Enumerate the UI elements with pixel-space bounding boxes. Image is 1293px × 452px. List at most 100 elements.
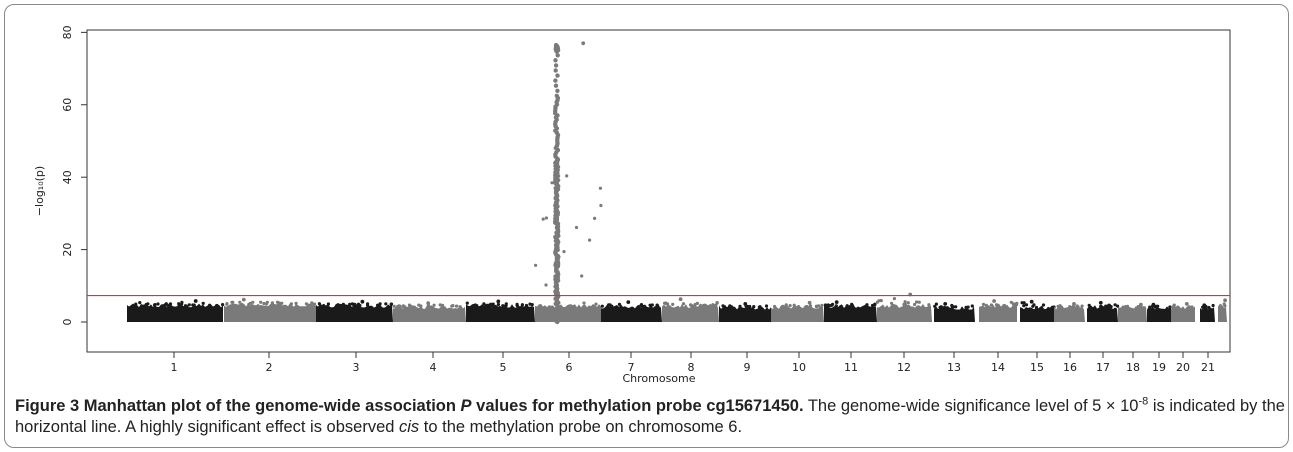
- x-tick-label: 13: [947, 361, 961, 374]
- snp-point: [1207, 305, 1211, 310]
- snp-point: [1014, 302, 1018, 306]
- chromosome-11-band: [824, 304, 877, 322]
- snp-point: [964, 305, 968, 309]
- snp-point: [1087, 303, 1091, 307]
- snp-point: [820, 303, 824, 307]
- y-axis-label: −log₁₀(p): [33, 166, 46, 216]
- x-tick-label: 16: [1063, 361, 1077, 374]
- snp-point: [727, 305, 732, 309]
- snp-point: [788, 304, 792, 308]
- caption-text-1: The genome-wide significance level of 5 …: [803, 397, 1139, 415]
- snp-point: [1058, 304, 1062, 308]
- snp-point: [981, 302, 986, 306]
- snp-point: [432, 303, 436, 307]
- snp-point: [873, 302, 877, 306]
- chromosome-7-band: [601, 304, 662, 322]
- snp-point: [238, 300, 242, 304]
- snp-point: [441, 303, 445, 307]
- y-tick-label: 80: [61, 25, 74, 39]
- snp-point: [1223, 304, 1227, 308]
- chromosome-14-band: [979, 303, 1017, 322]
- snp-point: [262, 301, 266, 306]
- snp-point: [827, 303, 831, 308]
- snp-point: [781, 304, 785, 308]
- chromosome-3-band: [316, 303, 393, 322]
- snp-point: [805, 305, 809, 309]
- peak-point: [553, 78, 558, 83]
- snp-point: [693, 302, 697, 307]
- caption-text-3: to the methylation probe on chromosome 6…: [419, 418, 743, 436]
- peak-point: [555, 88, 560, 94]
- snp-point: [153, 303, 157, 307]
- peak-point: [555, 73, 560, 78]
- snp-point: [1107, 303, 1111, 307]
- snp-point: [757, 305, 762, 309]
- snp-point: [482, 302, 486, 306]
- snp-point: [565, 174, 569, 178]
- x-axis-label: Chromosome: [622, 372, 695, 385]
- snp-point: [1098, 300, 1103, 305]
- snp-point: [201, 301, 205, 305]
- snp-point: [438, 303, 442, 307]
- x-axis: 1 2 3 4 5 6 7 8 9 10 11 12 13 14 15 16 17 18 19 20 21: [171, 352, 1215, 374]
- snp-point: [193, 299, 198, 303]
- chromosome-8-band: [662, 303, 719, 322]
- chromosome-15-band: [1020, 305, 1054, 322]
- snp-point: [230, 300, 234, 304]
- snp-point: [392, 304, 396, 308]
- snp-point: [562, 250, 566, 254]
- x-tick-label: 19: [1152, 361, 1166, 374]
- snp-point: [312, 302, 317, 306]
- snp-point: [1184, 302, 1189, 306]
- chromosome-4-band: [393, 304, 466, 322]
- y-tick-label: 40: [61, 170, 74, 184]
- figure-frame: 0 20 40 60 80 1 2 3 4 5 6 7 8 9 10 11 12 13 14 15 16 17 18 19 2…: [4, 4, 1289, 448]
- snp-point: [671, 302, 675, 306]
- snp-point: [401, 304, 405, 308]
- chromosome-12-band: [877, 303, 932, 322]
- x-tick-label: 4: [430, 361, 437, 374]
- snp-point: [496, 302, 500, 307]
- snp-point: [144, 302, 148, 307]
- snp-point: [1034, 305, 1039, 310]
- snp-point: [180, 300, 184, 304]
- snp-point: [336, 303, 340, 307]
- snp-point: [378, 302, 382, 306]
- snp-point: [501, 304, 505, 308]
- snp-point: [715, 301, 719, 305]
- snp-point: [954, 305, 958, 309]
- snp-point: [641, 304, 645, 308]
- x-tick-label: 3: [353, 361, 360, 374]
- snp-point: [356, 302, 361, 306]
- snp-point: [915, 300, 919, 304]
- snp-point: [341, 302, 345, 306]
- snp-point: [823, 303, 828, 307]
- snp-point: [943, 302, 948, 306]
- snp-point: [865, 303, 869, 307]
- snp-point: [582, 301, 586, 305]
- snp-point: [164, 302, 168, 306]
- x-tick-label: 14: [991, 361, 1005, 374]
- snp-point: [666, 302, 670, 306]
- x-tick-label: 2: [266, 361, 273, 374]
- snp-point: [913, 302, 917, 307]
- snp-point: [458, 305, 462, 309]
- x-tick-label: 6: [566, 361, 573, 374]
- snp-point: [310, 301, 314, 305]
- snp-point: [225, 302, 229, 306]
- snp-point: [1202, 303, 1207, 308]
- figure-caption: Figure 3 Manhattan plot of the genome-wi…: [15, 396, 1285, 438]
- snp-point: [580, 274, 584, 278]
- snp-point: [607, 303, 611, 307]
- caption-cis: cis: [399, 418, 420, 436]
- snp-point: [743, 302, 748, 306]
- snp-point: [304, 302, 308, 306]
- snp-point: [241, 297, 246, 302]
- caption-text-2: is indicated by the horizontal line. A h…: [15, 397, 1285, 436]
- snp-point: [191, 303, 195, 307]
- y-tick-label: 0: [61, 319, 74, 326]
- peak-point: [555, 53, 560, 58]
- snp-point: [1041, 303, 1046, 307]
- snp-point: [906, 301, 910, 305]
- snp-point: [1156, 304, 1160, 308]
